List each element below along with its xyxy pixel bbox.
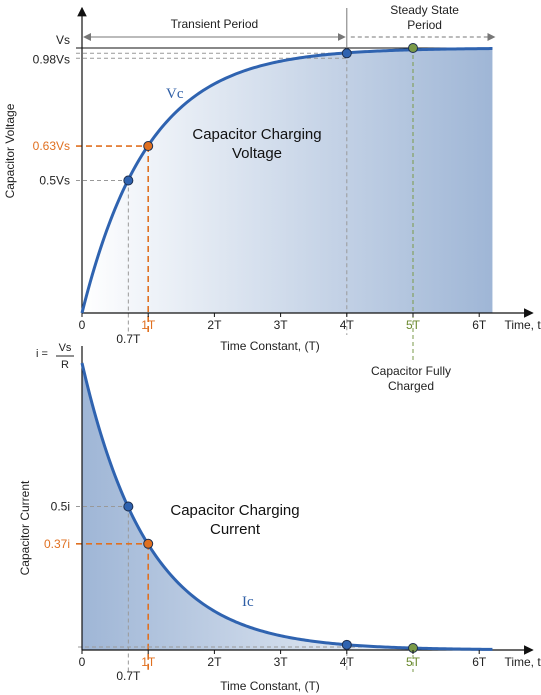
current-y-ticks: 0.5i 0.37i	[44, 500, 70, 551]
data-point-marker	[123, 175, 134, 186]
formula-numerator: Vs	[59, 342, 72, 354]
y-tick-label: Vs	[56, 33, 70, 47]
current-y-axis-label: Capacitor Current	[18, 480, 32, 575]
current-markers	[123, 501, 418, 653]
x-tick-label: 0	[79, 655, 86, 669]
voltage-x-axis-label: Time Constant, (T)	[220, 339, 320, 353]
current-area-fill	[82, 363, 493, 650]
y-tick-label: 0.5i	[51, 500, 70, 514]
ic-curve-label: Ic	[242, 594, 254, 610]
data-point-marker	[143, 141, 154, 152]
voltage-x-ticks: 0 1T 2T 3T 4T 5T 6T	[79, 313, 487, 332]
current-x-axis-label: Time Constant, (T)	[220, 679, 320, 693]
data-point-marker	[408, 43, 418, 53]
period-regions	[83, 8, 496, 54]
data-point-marker	[143, 538, 154, 549]
current-0-7t-label: 0.7T	[116, 669, 141, 683]
current-formula-label: i = Vs R	[36, 342, 74, 371]
y-tick-label: 0.98Vs	[33, 52, 70, 66]
voltage-y-ticks: Vs 0.98Vs 0.63Vs 0.5Vs	[33, 33, 70, 188]
charging-voltage-chart: 0 1T 2T 3T 4T 5T 6T Vs 0.98Vs 0.63Vs 0.5Vs Vc Cap…	[3, 3, 541, 393]
x-tick-label: 4T	[340, 318, 355, 332]
x-tick-label: 4T	[340, 655, 355, 669]
fully-charged-annotation-line1: Capacitor Fully	[371, 364, 451, 378]
transient-period-label: Transient Period	[171, 17, 259, 31]
formula-lhs: i =	[36, 348, 48, 360]
voltage-x-axis-unit: Time, t	[504, 318, 541, 332]
x-tick-label: 5T	[406, 318, 421, 332]
formula-denominator: R	[61, 359, 69, 371]
voltage-0-7t-label: 0.7T	[116, 332, 141, 346]
x-tick-label: 6T	[472, 318, 487, 332]
voltage-markers	[123, 43, 418, 186]
x-tick-label: 5T	[406, 655, 421, 669]
data-point-marker	[123, 501, 134, 512]
x-tick-label: 1T	[141, 318, 156, 332]
current-x-axis-unit: Time, t	[504, 655, 541, 669]
current-guide-lines	[76, 506, 414, 672]
voltage-chart-title-line1: Capacitor Charging	[192, 126, 321, 143]
x-tick-label: 0	[79, 318, 86, 332]
steady-state-label-line2: Period	[407, 18, 442, 32]
y-tick-label: 0.63Vs	[33, 139, 70, 153]
voltage-guide-lines	[76, 47, 493, 360]
data-point-marker	[341, 639, 352, 650]
data-point-marker	[341, 48, 352, 59]
steady-state-label-line1: Steady State	[390, 3, 459, 17]
x-tick-label: 2T	[207, 655, 222, 669]
y-tick-label: 0.5Vs	[39, 174, 70, 188]
voltage-chart-title-line2: Voltage	[232, 145, 282, 162]
y-tick-label: 0.37i	[44, 537, 70, 551]
current-x-ticks: 0 1T 2T 3T 4T 5T 6T	[79, 650, 487, 669]
x-tick-label: 3T	[274, 318, 289, 332]
vc-curve-label: Vc	[166, 86, 184, 102]
voltage-y-axis-label: Capacitor Voltage	[3, 103, 17, 198]
voltage-area-fill	[82, 48, 493, 313]
x-tick-label: 6T	[472, 655, 487, 669]
current-chart-title-line1: Capacitor Charging	[170, 502, 299, 519]
current-chart-title-line2: Current	[210, 521, 261, 538]
charging-current-chart: 0 1T 2T 3T 4T 5T 6T 0.5i 0.37i Ic Capacitor Cha…	[18, 342, 541, 693]
x-tick-label: 2T	[207, 318, 222, 332]
x-tick-label: 1T	[141, 655, 156, 669]
fully-charged-annotation-line2: Charged	[388, 379, 434, 393]
x-tick-label: 3T	[274, 655, 289, 669]
